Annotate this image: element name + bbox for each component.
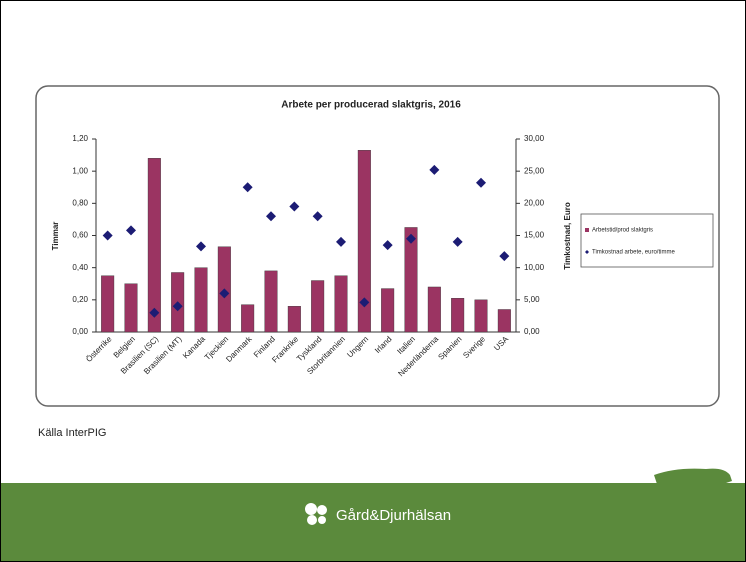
y2-tick-label: 0,00 [524,327,540,336]
y-tick-label: 1,00 [72,166,88,175]
diamond-marker [102,230,113,241]
legend-box [580,213,714,268]
diamond-marker [336,236,346,247]
bar [357,150,371,333]
y-tick-label: 0,00 [72,327,88,336]
diamond-marker [406,233,416,244]
y-tick-label: 0,20 [72,295,88,304]
diamond-marker [219,288,230,299]
y2-tick-label: 15,00 [524,231,545,240]
legend-swatch [585,250,589,254]
y-axis-title: Timmar [51,222,60,251]
bar [264,270,278,333]
bar [101,275,115,333]
logo-icon [305,503,327,525]
diamond-marker [452,236,463,247]
footer: Gård&Djurhälsan [1,483,745,561]
y-tick-label: 0,60 [72,231,88,240]
y2-tick-label: 5,00 [524,295,540,304]
diamond-marker [429,164,440,175]
bar [451,298,465,333]
y-tick-label: 0,80 [72,198,88,207]
diamond-marker [382,240,393,251]
y2-tick-label: 30,00 [524,134,545,143]
bar [334,275,348,333]
bar [241,304,255,333]
y2-axis-title: Timkostnad, Euro [563,202,572,270]
bar [474,299,488,333]
diamond-marker [242,182,253,193]
bar [497,309,511,333]
bar [147,158,161,333]
diamond-marker [499,251,510,262]
bar [194,267,208,333]
y-tick-label: 0,40 [72,263,88,272]
y2-tick-label: 10,00 [524,263,545,272]
diamond-marker [196,241,206,252]
bar [404,227,418,333]
legend-label: Arbetstid/prod slaktgris [592,228,653,234]
brand-name: Gård&Djurhälsan [336,507,452,524]
diamond-marker [312,211,323,222]
y-tick-label: 1,20 [72,134,88,143]
bar [381,288,395,333]
source-note: Källa InterPIG [38,427,107,439]
bar [311,280,325,333]
diamond-marker [476,177,486,188]
bar [124,283,138,333]
y2-tick-label: 25,00 [524,166,545,175]
bar [287,306,301,333]
legend-label: Timkostnad arbete, euro/timme [592,250,675,256]
bar [427,286,441,333]
diamond-marker [266,211,276,222]
legend-swatch [585,228,589,232]
diamond-marker [289,201,300,212]
chart-title: Arbete per producerad slaktgris, 2016 [281,100,461,111]
diamond-marker [172,301,183,312]
chart: Arbete per producerad slaktgris, 2016 Ti… [35,85,720,407]
diamond-marker [359,297,370,308]
diamond-marker [149,307,160,318]
y2-tick-label: 20,00 [524,198,545,207]
diamond-marker [126,225,136,236]
